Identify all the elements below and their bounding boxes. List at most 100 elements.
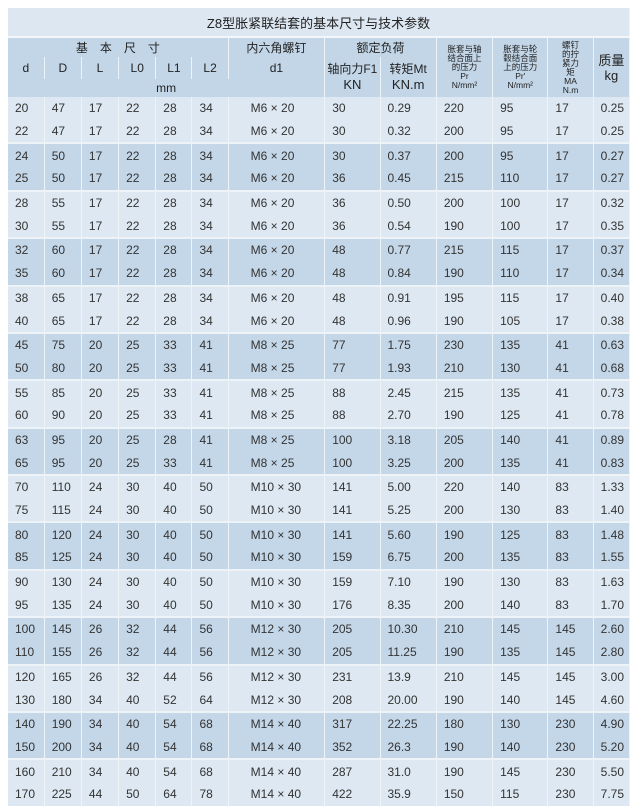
cell-Pr: 190 [436, 735, 494, 760]
cell-Pr: 210 [436, 356, 494, 381]
cell-L: 20 [81, 426, 120, 452]
cell-Mt: 3.25 [380, 451, 437, 475]
cell-d1: M14 × 40 [228, 782, 326, 806]
cell-F1: 30 [324, 119, 381, 144]
cell-D: 115 [44, 498, 82, 523]
cell-F1: 77 [324, 356, 381, 381]
cell-d: 130 [8, 688, 45, 712]
cell-L: 17 [81, 189, 120, 215]
cell-Mt: 13.9 [380, 663, 437, 689]
cell-D: 55 [44, 214, 82, 239]
table-row: 60 90 20 25 33 41 M8 × 25 88 2.70 190 125 41 0.78 [8, 403, 631, 428]
cell-D: 80 [44, 356, 82, 381]
cell-L1: 40 [155, 498, 193, 523]
cell-L2: 41 [191, 451, 229, 475]
cell-kg: 0.32 [593, 189, 631, 215]
cell-d: 140 [8, 710, 45, 736]
cell-D: 65 [44, 284, 82, 310]
cell-d: 25 [8, 167, 45, 191]
cell-Pr: 210 [436, 616, 494, 641]
cell-d: 85 [8, 546, 45, 570]
cell-d1: M6 × 20 [228, 309, 326, 333]
cell-Mt: 0.96 [380, 309, 437, 333]
cell-Pr2: 115 [492, 782, 549, 806]
cell-d: 40 [8, 309, 45, 333]
cell-MA: 83 [547, 521, 594, 547]
table-row: 170 225 44 50 64 78 M14 × 40 422 35.9 150 115 230 7.… [8, 782, 631, 806]
cell-kg: 2.80 [593, 640, 631, 665]
cell-MA: 17 [547, 167, 594, 191]
cell-d: 120 [8, 663, 45, 689]
cell-L2: 34 [191, 97, 229, 120]
cell-F1: 352 [324, 735, 381, 760]
cell-MA: 145 [547, 616, 594, 641]
cell-Mt: 7.10 [380, 568, 437, 594]
cell-L1: 40 [155, 568, 193, 594]
cell-L: 24 [81, 593, 120, 618]
cell-d: 150 [8, 735, 45, 760]
cell-L2: 34 [191, 142, 229, 168]
cell-Pr2: 135 [492, 331, 549, 357]
cell-Pr2: 130 [492, 568, 549, 594]
cell-Mt: 11.25 [380, 640, 437, 665]
cell-MA: 230 [547, 782, 594, 806]
cell-d1: M12 × 30 [228, 688, 326, 712]
cell-Pr2: 95 [492, 142, 549, 168]
cell-MA: 41 [547, 331, 594, 357]
cell-kg: 0.27 [593, 142, 631, 168]
cell-Mt: 0.29 [380, 97, 437, 120]
cell-Mt: 3.18 [380, 426, 437, 452]
cell-kg: 1.48 [593, 521, 631, 547]
header-L2: L2 [191, 57, 229, 79]
cell-Mt: 5.60 [380, 521, 437, 547]
cell-L2: 41 [191, 356, 229, 381]
cell-D: 110 [44, 474, 82, 499]
cell-Mt: 2.70 [380, 403, 437, 428]
cell-Pr: 200 [436, 189, 494, 215]
header-shaft-pressure: 胀套与轴结合面上的压力 Pr N/mm² [436, 37, 494, 97]
cell-kg: 0.68 [593, 356, 631, 381]
cell-kg: 0.34 [593, 261, 631, 286]
cell-L0: 22 [118, 142, 157, 168]
cell-L1: 28 [155, 237, 193, 262]
header-rated-load: 额定负荷 [324, 37, 437, 57]
cell-L2: 34 [191, 261, 229, 286]
cell-Mt: 1.93 [380, 356, 437, 381]
cell-d1: M12 × 30 [228, 663, 326, 689]
cell-Pr2: 145 [492, 616, 549, 641]
cell-L2: 34 [191, 284, 229, 310]
cell-Mt: 0.84 [380, 261, 437, 286]
cell-Pr2: 105 [492, 309, 549, 333]
cell-F1: 159 [324, 546, 381, 570]
cell-F1: 36 [324, 167, 381, 191]
cell-F1: 36 [324, 189, 381, 215]
cell-Pr: 200 [436, 546, 494, 570]
cell-D: 210 [44, 758, 82, 783]
cell-F1: 141 [324, 498, 381, 523]
cell-Pr: 190 [436, 214, 494, 239]
cell-Pr: 210 [436, 663, 494, 689]
cell-L0: 32 [118, 616, 157, 641]
table-row: 85 125 24 30 40 50 M10 × 30 159 6.75 200 135 83 1.55 [8, 546, 631, 570]
header-L0: L0 [118, 57, 157, 79]
table-row: 28 55 17 22 28 34 M6 × 20 36 0.50 200 100 17 0.32 [8, 189, 631, 215]
table-row: 50 80 20 25 33 41 M8 × 25 77 1.93 210 130 41 0.68 [8, 356, 631, 381]
cell-d: 24 [8, 142, 45, 168]
cell-L1: 52 [155, 688, 193, 712]
cell-L: 24 [81, 568, 120, 594]
cell-L0: 22 [118, 237, 157, 262]
cell-Pr2: 135 [492, 640, 549, 665]
cell-Pr2: 130 [492, 356, 549, 381]
cell-d: 20 [8, 97, 45, 120]
cell-kg: 5.50 [593, 758, 631, 783]
cell-L1: 40 [155, 474, 193, 499]
cell-L1: 33 [155, 379, 193, 404]
cell-d: 45 [8, 331, 45, 357]
cell-MA: 17 [547, 261, 594, 286]
table-row: 24 50 17 22 28 34 M6 × 20 30 0.37 200 95 17 0.27 [8, 142, 631, 168]
cell-L: 34 [81, 710, 120, 736]
cell-kg: 0.78 [593, 403, 631, 428]
cell-Mt: 31.0 [380, 758, 437, 783]
cell-L2: 68 [191, 710, 229, 736]
table-row: 80 120 24 30 40 50 M10 × 30 141 5.60 190 125 83 1.48 [8, 521, 631, 547]
